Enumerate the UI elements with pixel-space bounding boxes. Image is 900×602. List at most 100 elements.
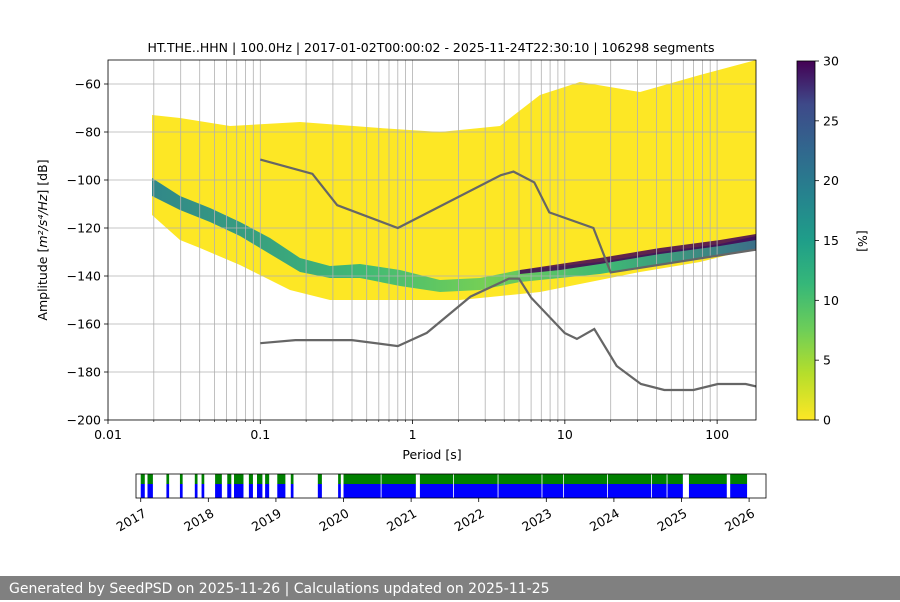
timeline-segment-blue <box>234 484 244 498</box>
plot-frame <box>107 59 757 421</box>
timeline-segment-green <box>147 474 153 484</box>
timeline-continuous-blue <box>419 484 683 498</box>
timeline-gap-line <box>541 474 543 498</box>
colorbar-tick-label: 0 <box>823 413 831 428</box>
timeline-segment-blue <box>338 484 341 498</box>
timeline-segment-green <box>179 474 183 484</box>
colorbar-tick-label: 5 <box>823 353 831 368</box>
timeline-frame <box>135 473 767 499</box>
y-tick-label: −100 <box>67 173 101 188</box>
timeline-segment-green <box>166 474 170 484</box>
timeline-gap-line <box>651 474 652 498</box>
timeline-year-label: 2023 <box>519 505 554 534</box>
timeline-continuous-green <box>730 474 748 484</box>
timeline-gap-line <box>607 474 608 498</box>
timeline-segment-blue <box>317 484 322 498</box>
timeline-segment-blue <box>179 484 183 498</box>
psd-plot: 0.01 0.1 1 10 100 −60 −80 −100 −120 −140 −160 −180… <box>67 59 757 442</box>
colorbar-tick-label: 25 <box>823 113 839 128</box>
timeline-continuous-blue <box>688 484 727 498</box>
timeline-segment-blue <box>166 484 170 498</box>
noise-model-curves <box>260 158 756 392</box>
colorbar-tick-label: 10 <box>823 293 839 308</box>
colorbar-tick-label: 30 <box>823 54 839 69</box>
timeline-gap-line <box>380 474 382 498</box>
x-tick-label: 0.1 <box>250 427 270 442</box>
timeline-continuous-green <box>343 474 416 484</box>
y-axis-label-units: m²/s⁴/Hz <box>35 194 50 248</box>
footer-text: Generated by SeedPSD on 2025-11-26 | Cal… <box>9 581 550 597</box>
colorbar-tick-label: 15 <box>823 233 839 248</box>
timeline-segment-green <box>290 474 294 484</box>
timeline-segment-green <box>338 474 341 484</box>
timeline-segment-green <box>234 474 244 484</box>
timeline-segment-blue <box>140 484 145 498</box>
timeline-year-label: 2022 <box>452 505 487 534</box>
colorbar: 0 5 10 15 20 25 30 [%] <box>796 54 870 428</box>
timeline-segment-blue <box>201 484 205 498</box>
timeline-segment-green <box>265 474 270 484</box>
timeline-year-label: 2024 <box>587 505 622 534</box>
y-axis-label: Amplitude [m²/s⁴/Hz] [dB] <box>35 159 50 320</box>
plot-grid <box>108 60 756 420</box>
timeline-gap-line <box>563 474 565 498</box>
timeline-segment-blue <box>248 484 253 498</box>
colorbar-gradient <box>796 60 816 421</box>
timeline-year-label: 2026 <box>722 505 757 534</box>
timeline-segment-green <box>248 474 253 484</box>
timeline-segment-blue <box>290 484 294 498</box>
x-tick-label: 100 <box>705 427 729 442</box>
timeline-year-label: 2020 <box>316 505 351 534</box>
timeline-segment-green <box>277 474 286 484</box>
timeline-segment-blue <box>227 484 232 498</box>
y-tick-label: −200 <box>67 413 101 428</box>
timeline-year-ticks: 2017 2018 2019 2020 2021 2022 2023 2024 2025 2026 <box>114 498 757 534</box>
x-tick-label: 10 <box>557 427 573 442</box>
timeline-segment-blue <box>215 484 222 498</box>
timeline-continuous-blue <box>343 484 416 498</box>
timeline-segment-green <box>201 474 205 484</box>
x-tick-label: 1 <box>409 427 417 442</box>
timeline-segment-green <box>140 474 145 484</box>
timeline-segment-green <box>215 474 222 484</box>
timeline-gap-line <box>453 474 454 498</box>
y-tick-label: −160 <box>67 317 101 332</box>
timeline-segment-blue <box>265 484 270 498</box>
figure: HT.THE..HHN | 100.0Hz | 2017-01-02T00:00… <box>35 40 870 534</box>
timeline-segment-blue <box>194 484 198 498</box>
x-axis-ticks: 0.01 0.1 1 10 100 <box>94 420 729 442</box>
data-availability-timeline: 2017 2018 2019 2020 2021 2022 2023 2024 2025 2026 <box>114 473 767 534</box>
density-peak-line <box>520 234 756 274</box>
timeline-segment-blue <box>256 484 263 498</box>
timeline-segment-green <box>227 474 232 484</box>
timeline-segment-green <box>317 474 322 484</box>
colorbar-tick-label: 20 <box>823 173 839 188</box>
y-tick-label: −140 <box>67 269 101 284</box>
timeline-continuous-green <box>688 474 727 484</box>
x-tick-label: 0.01 <box>94 427 122 442</box>
timeline-segment-blue <box>277 484 286 498</box>
timeline-segment-green <box>256 474 263 484</box>
timeline-segment-blue <box>147 484 153 498</box>
series-line-nlnm <box>260 277 756 392</box>
colorbar-label: [%] <box>855 230 870 252</box>
timeline-year-label: 2019 <box>249 505 284 534</box>
density-ridge <box>152 178 756 292</box>
chart-title: HT.THE..HHN | 100.0Hz | 2017-01-02T00:00… <box>147 40 714 55</box>
timeline-year-label: 2025 <box>654 505 689 534</box>
y-tick-label: −80 <box>75 125 101 140</box>
timeline-continuous-blue <box>730 484 748 498</box>
y-axis-ticks: −60 −80 −100 −120 −140 −160 −180 −200 <box>67 77 108 428</box>
y-tick-label: −60 <box>75 77 101 92</box>
footer-bar: Generated by SeedPSD on 2025-11-26 | Cal… <box>0 576 900 600</box>
y-tick-label: −180 <box>67 365 101 380</box>
y-tick-label: −120 <box>67 221 101 236</box>
colorbar-ticks: 0 5 10 15 20 25 30 <box>815 54 839 428</box>
series-line-nhnm <box>260 158 756 274</box>
timeline-segment-green <box>194 474 198 484</box>
timeline-year-label: 2017 <box>114 505 149 534</box>
timeline-bars <box>140 474 748 498</box>
timeline-year-label: 2018 <box>181 505 216 534</box>
x-axis-label: Period [s] <box>402 447 461 462</box>
timeline-gap-line <box>666 474 668 498</box>
